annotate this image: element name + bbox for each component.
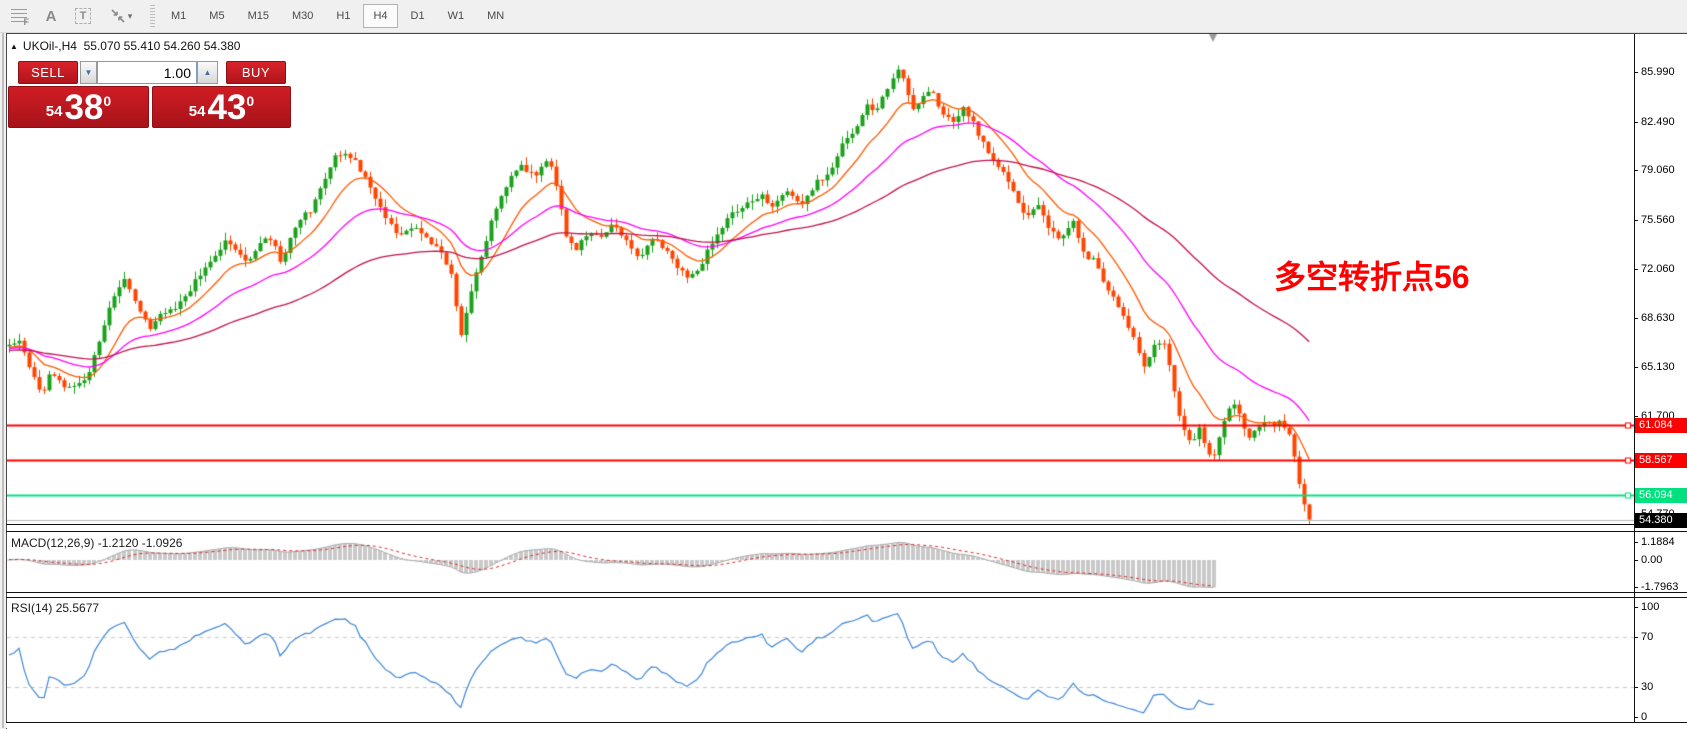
volume-decrease-button[interactable]: ▼ bbox=[80, 61, 97, 84]
arrows-tool-button[interactable]: ▾ bbox=[102, 4, 140, 28]
price-tick-85.990-tick bbox=[1634, 72, 1638, 73]
ask-price-box[interactable]: 54 43 0 bbox=[152, 86, 291, 128]
arrows-icon bbox=[111, 9, 125, 23]
volume-input[interactable] bbox=[97, 61, 197, 84]
rsi-name: RSI(14) bbox=[11, 601, 53, 615]
timeframe-button-m15[interactable]: M15 bbox=[247, 10, 269, 22]
price-tick-68.630-label: 68.630 bbox=[1641, 312, 1675, 324]
chart-annotation-text[interactable]: 多空转折点56 bbox=[1274, 259, 1470, 295]
price-tick-79.060-tick bbox=[1634, 170, 1638, 171]
price-tick-75.560-label: 75.560 bbox=[1641, 214, 1675, 226]
rsi-indicator-canvas[interactable] bbox=[7, 598, 1634, 722]
timeframe-button-h4[interactable]: H4 bbox=[363, 4, 398, 28]
macd-panel-bottom-border bbox=[6, 592, 1687, 593]
window-edge bbox=[2, 33, 4, 728]
main-panel-bottom-border bbox=[6, 524, 1687, 525]
timeframe-bar: M1 M5 M15 M30 H1 H4 D1 W1 MN bbox=[161, 4, 514, 28]
price-tick-85.990-label: 85.990 bbox=[1641, 66, 1675, 78]
rsi-label: RSI(14) 25.5677 bbox=[11, 601, 99, 615]
timeframe-button-d1[interactable]: D1 bbox=[410, 10, 425, 22]
text-box-icon: T bbox=[74, 8, 92, 24]
text-box-tool-button[interactable]: T bbox=[70, 4, 96, 28]
price-tick-68.630-tick bbox=[1634, 318, 1638, 319]
rsi-tick-70-label: 70 bbox=[1641, 631, 1654, 643]
rsi-tick-100-label: 100 bbox=[1641, 601, 1660, 613]
text-label-tool-button[interactable]: A bbox=[38, 4, 64, 28]
timeframe-button-m30[interactable]: M30 bbox=[291, 10, 314, 22]
macd-name: MACD(12,26,9) bbox=[11, 536, 95, 550]
price-tag-54.380[interactable]: 54.380 bbox=[1635, 513, 1687, 528]
timeframe-button-h1[interactable]: H1 bbox=[336, 10, 351, 22]
bid-price-pips: 38 bbox=[64, 87, 104, 127]
macd-panel-top-border[interactable] bbox=[6, 531, 1687, 532]
ask-price-point: 0 bbox=[246, 93, 255, 109]
macd-tick-0.00-tick bbox=[1634, 560, 1638, 561]
timeframe-button-m5[interactable]: M5 bbox=[209, 10, 225, 22]
price-tick-65.130-tick bbox=[1634, 367, 1638, 368]
macd-tick-1.1884-tick bbox=[1634, 542, 1638, 543]
fibonacci-icon: F bbox=[11, 9, 29, 27]
timeframe-button-mn[interactable]: MN bbox=[487, 10, 505, 22]
price-axis-line[interactable] bbox=[1634, 34, 1635, 722]
chart-title: ▲ UKOil-,H4 55.070 55.410 54.260 54.380 bbox=[10, 39, 240, 53]
price-tag-61.084[interactable]: 61.084 bbox=[1635, 418, 1687, 433]
rsi-panel-bottom-border bbox=[6, 722, 1687, 723]
rsi-tick-30-tick bbox=[1634, 687, 1638, 688]
macd-tick-1.1884-label: 1.1884 bbox=[1641, 536, 1675, 548]
macd-tick-0.00-label: 0.00 bbox=[1641, 554, 1663, 566]
one-click-trade-panel: SELL ▼ ▲ BUY 54 38 0 54 43 0 bbox=[8, 57, 292, 129]
chart-symbol-period: UKOil-,H4 bbox=[22, 39, 77, 53]
timeframe-button-w1[interactable]: W1 bbox=[447, 10, 465, 22]
fibonacci-tool-button[interactable]: F bbox=[6, 4, 32, 28]
rsi-tick-0-label: 0 bbox=[1641, 711, 1648, 723]
price-tick-79.060-label: 79.060 bbox=[1641, 164, 1675, 176]
price-tick-75.560-tick bbox=[1634, 220, 1638, 221]
ask-price-whole: 54 bbox=[188, 103, 206, 120]
price-tick-82.490-tick bbox=[1634, 122, 1638, 123]
bid-price-whole: 54 bbox=[45, 103, 63, 120]
bid-price-box[interactable]: 54 38 0 bbox=[8, 86, 149, 128]
price-tick-65.130-label: 65.130 bbox=[1641, 361, 1675, 373]
buy-button[interactable]: BUY bbox=[226, 61, 286, 84]
rsi-tick-30-label: 30 bbox=[1641, 681, 1654, 693]
bid-price-point: 0 bbox=[103, 93, 112, 109]
rsi-value: 25.5677 bbox=[55, 601, 100, 615]
collapse-panel-icon[interactable]: ▲ bbox=[10, 42, 18, 51]
price-tick-72.060-tick bbox=[1634, 269, 1638, 270]
ask-price-pips: 43 bbox=[207, 87, 247, 127]
price-tick-61.700-tick bbox=[1634, 416, 1638, 417]
chart-ohlc-values: 55.070 55.410 54.260 54.380 bbox=[83, 39, 241, 53]
price-tick-82.490-label: 82.490 bbox=[1641, 116, 1675, 128]
macd-label: MACD(12,26,9) -1.2120 -1.0926 bbox=[11, 536, 182, 550]
macd-indicator-canvas[interactable] bbox=[7, 532, 1634, 592]
toolbar-grip[interactable] bbox=[150, 5, 155, 27]
rsi-tick-100-tick bbox=[1634, 607, 1638, 608]
volume-increase-button[interactable]: ▲ bbox=[197, 61, 218, 84]
rsi-tick-70-tick bbox=[1634, 637, 1638, 638]
text-label-icon: A bbox=[45, 7, 57, 25]
rsi-tick-0-tick bbox=[1634, 717, 1638, 718]
price-tick-72.060-label: 72.060 bbox=[1641, 263, 1675, 275]
price-tag-58.567[interactable]: 58.567 bbox=[1635, 453, 1687, 468]
toolbar: F A T ▾ M1 M5 M15 M30 H1 H4 D1 W1 MN bbox=[0, 0, 1687, 33]
chevron-down-icon: ▾ bbox=[127, 10, 133, 21]
rsi-panel-top-border[interactable] bbox=[6, 597, 1687, 598]
macd-values: -1.2120 -1.0926 bbox=[97, 536, 183, 550]
macd-tick--1.7963-tick bbox=[1634, 587, 1638, 588]
macd-tick--1.7963-label: -1.7963 bbox=[1641, 581, 1679, 593]
price-tag-56.094[interactable]: 56.094 bbox=[1635, 488, 1687, 503]
timeframe-button-m1[interactable]: M1 bbox=[171, 10, 187, 22]
sell-button[interactable]: SELL bbox=[18, 61, 78, 84]
time-axis-strip[interactable] bbox=[6, 723, 1687, 728]
